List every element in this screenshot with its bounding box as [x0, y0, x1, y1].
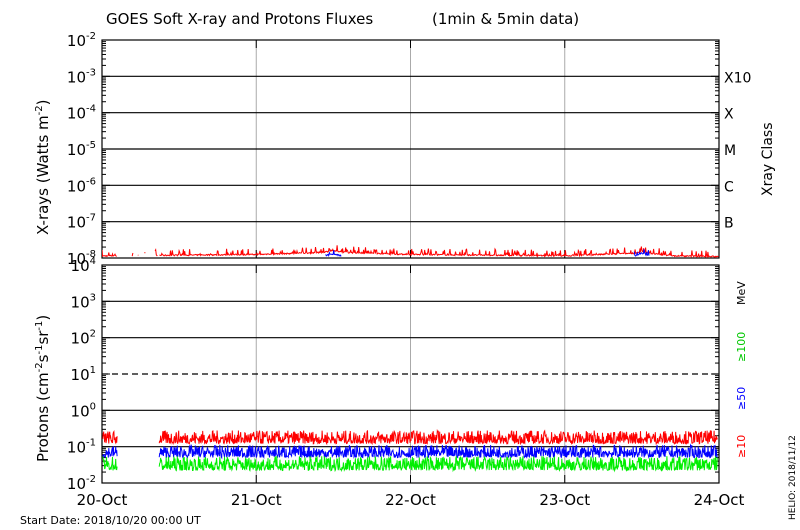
proton-axis-label: Protons (cm-2s-1sr-1)	[34, 315, 52, 462]
legend-ge50: ≥50	[735, 387, 748, 410]
y-tick-label: 101	[71, 365, 96, 384]
start-date: Start Date: 2018/10/20 00:00 UT	[20, 514, 201, 527]
legend-ge100: ≥100	[735, 332, 748, 362]
xray-series-line	[102, 245, 719, 258]
y-tick-label: 100	[71, 401, 96, 420]
proton-panel: 104 103 102 101 100 10-1 10-2	[67, 256, 720, 493]
xray-series-line	[325, 249, 650, 258]
flare-class-label: X	[724, 107, 734, 123]
y-tick-label: 10-1	[67, 438, 96, 457]
chart-title-suffix: (1min & 5min data)	[432, 10, 579, 28]
x-tick-label: 21-Oct	[231, 491, 282, 509]
x-tick-label: 24-Oct	[694, 491, 745, 509]
y-tick-label: 10-3	[67, 67, 96, 86]
flare-class-label: X10	[724, 70, 751, 86]
mev-unit-label: MeV	[735, 281, 748, 305]
y-tick-label: 10-2	[67, 31, 96, 50]
y-tick-label: 10-2	[67, 474, 96, 493]
xray-class-axis-title: Xray Class	[760, 123, 776, 197]
y-tick-label: 10-4	[67, 104, 96, 123]
flare-class-label: B	[724, 216, 734, 232]
x-tick-label: 22-Oct	[385, 491, 436, 509]
x-axis: 20-Oct 21-Oct 22-Oct 23-Oct 24-Oct	[77, 491, 745, 509]
y-tick-label: 103	[71, 292, 96, 311]
y-tick-label: 10-8	[67, 249, 96, 268]
flare-class-label: C	[724, 179, 734, 195]
y-tick-label: 10-5	[67, 140, 96, 159]
proton-series-line	[102, 455, 718, 473]
proton-series-line	[102, 443, 718, 460]
xray-axis-label: X-rays (Watts m-2)	[34, 100, 52, 235]
flare-class-label: M	[724, 143, 736, 159]
xray-panel: 10-2 10-3 10-4 10-5 10-6 10-7 10-8 X10 X M C B	[67, 31, 751, 268]
y-tick-label: 104	[71, 256, 96, 275]
x-tick-label: 20-Oct	[77, 491, 128, 509]
y-tick-label: 10-6	[67, 176, 96, 195]
y-tick-label: 10-7	[67, 213, 96, 232]
y-tick-label: 102	[71, 329, 96, 348]
helio-date: HELIO: 2018/11/12	[788, 435, 798, 520]
proton-series-line	[102, 428, 718, 446]
x-tick-label: 23-Oct	[539, 491, 590, 509]
legend-ge10: ≥10	[735, 435, 748, 458]
chart-title: GOES Soft X-ray and Protons Fluxes	[106, 10, 373, 28]
